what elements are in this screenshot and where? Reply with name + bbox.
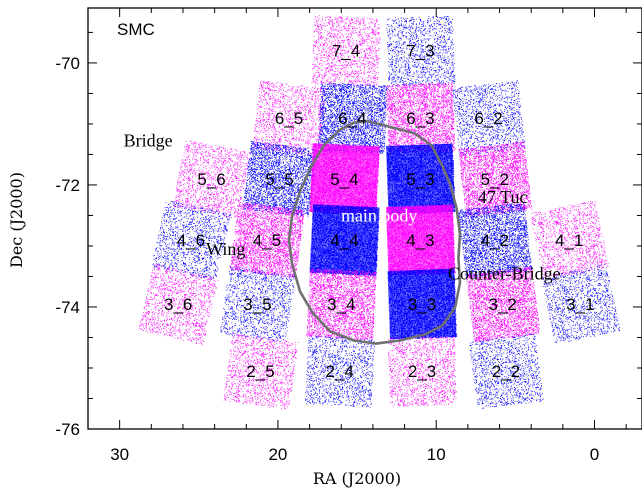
tile-2-3: [388, 336, 457, 407]
tile-label-5-3: 5_3: [406, 170, 434, 189]
tile-4-4: [309, 204, 380, 277]
tile-6-5: [252, 80, 326, 156]
tile-label-3-1: 3_1: [566, 295, 594, 314]
tile-label-4-6: 4_6: [177, 231, 205, 250]
annotation-main-body: main body: [341, 205, 418, 225]
tile-6-4: [318, 82, 388, 154]
y-tick-label: -72: [55, 176, 80, 195]
tile-label-4-2: 4_2: [481, 231, 509, 250]
tile-label-3-3: 3_3: [408, 295, 436, 314]
tile-7-4: [311, 15, 381, 87]
x-axis-title: RA (J2000): [313, 469, 401, 488]
tile-3-3: [387, 268, 458, 340]
annotation-47-tuc: 47 Tuc: [478, 187, 528, 207]
survey-tiles: [138, 15, 621, 410]
tile-label-3-2: 3_2: [489, 295, 517, 314]
tile-4-1: [530, 201, 609, 280]
tile-label-3-5: 3_5: [243, 295, 271, 314]
annotation-counter-bridge: Counter-Bridge: [448, 263, 561, 283]
y-tick-label: -70: [55, 54, 80, 73]
tile-2-2: [469, 333, 544, 410]
x-tick-label: 20: [268, 445, 287, 464]
tile-labels: 7_4 7_3 6_5 6_4 6_3 6_2 5_6 5_5 5_4 5_3 5_2 4_6 4_5 4…: [164, 42, 594, 381]
x-tick-label: 10: [427, 445, 446, 464]
tile-label-2-3: 2_3: [408, 362, 436, 381]
y-axis-title: Dec (J2000): [7, 172, 26, 268]
density-contour: [287, 119, 462, 345]
tile-label-3-4: 3_4: [327, 295, 355, 314]
tile-3-6: [138, 264, 219, 346]
region-annotations: Bridge Wing main body 47 Tuc Counter-Bridge: [124, 130, 561, 283]
tile-4-5: [229, 202, 305, 279]
tile-5-6: [173, 140, 251, 220]
tile-label-4-3: 4_3: [406, 231, 434, 250]
tile-label-2-4: 2_4: [326, 362, 354, 381]
x-tick-label: 0: [590, 445, 599, 464]
tile-label-7-4: 7_4: [332, 42, 360, 61]
x-tick-label: 30: [110, 445, 129, 464]
tile-5-2: [458, 141, 533, 218]
tile-4-6: [152, 200, 231, 281]
tile-2-5: [223, 332, 299, 410]
tile-label-6-2: 6_2: [474, 109, 502, 128]
tile-label-6-5: 6_5: [275, 109, 303, 128]
tile-4-3: [385, 204, 456, 276]
tile-label-6-4: 6_4: [338, 109, 366, 128]
tile-label-4-4: 4_4: [330, 231, 358, 250]
tile-7-3: [386, 16, 456, 87]
tile-label-4-5: 4_5: [253, 231, 281, 250]
tile-6-3: [386, 82, 456, 154]
tile-3-2: [465, 266, 541, 343]
tile-label-4-1: 4_1: [555, 231, 583, 250]
tile-5-5: [243, 141, 317, 217]
tile-label-5-4: 5_4: [330, 170, 358, 189]
main-body-contour: [287, 119, 462, 345]
tile-label-2-2: 2_2: [492, 362, 520, 381]
axes: 30 20 10 0 -70 -72 -74 -76: [55, 8, 642, 464]
tile-6-2: [452, 80, 526, 156]
tile-label-2-5: 2_5: [246, 362, 274, 381]
tile-4-2: [458, 203, 533, 278]
tile-5-3: [385, 143, 456, 215]
tile-label-5-6: 5_6: [197, 170, 225, 189]
tile-label-7-3: 7_3: [406, 42, 434, 61]
chart-title: SMC: [117, 20, 155, 39]
plot-frame: [87, 7, 642, 430]
tile-label-6-3: 6_3: [406, 109, 434, 128]
annotation-bridge: Bridge: [124, 130, 173, 150]
tile-3-5: [220, 265, 296, 343]
y-tick-label: -74: [55, 298, 80, 317]
y-tick-label: -76: [55, 420, 80, 439]
annotation-wing: Wing: [206, 239, 245, 259]
tile-3-4: [306, 268, 378, 341]
tile-label-3-6: 3_6: [164, 295, 192, 314]
tile-label-5-2: 5_2: [481, 170, 509, 189]
tile-3-1: [542, 263, 621, 344]
tile-label-5-5: 5_5: [265, 170, 293, 189]
